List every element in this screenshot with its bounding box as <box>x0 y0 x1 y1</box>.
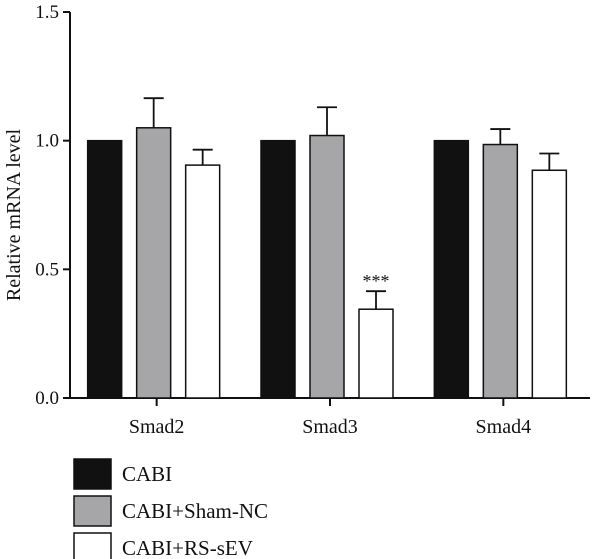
x-tick-label: Smad3 <box>302 416 358 438</box>
bar-cabi-rs-sev-smad4 <box>531 169 568 399</box>
legend-swatch-cabi <box>73 458 112 490</box>
significance-annotation: *** <box>363 271 390 291</box>
legend-swatch-cabi-rs-sev <box>73 532 112 559</box>
bar-cabi-sham-nc-smad2 <box>135 127 172 399</box>
legend-swatch-cabi-sham-nc <box>73 495 112 527</box>
bar-cabi-rs-sev-smad2 <box>184 164 221 399</box>
y-tick-label: 1.0 <box>35 131 59 152</box>
bar-cabi-smad3 <box>260 139 296 399</box>
bar-cabi-smad2 <box>86 139 123 399</box>
legend-label: CABI+RS-sEV <box>122 536 253 559</box>
bar-cabi-sham-nc-smad3 <box>309 134 345 399</box>
y-tick-label: 1.5 <box>35 2 59 23</box>
legend-label: CABI+Sham-NC <box>122 499 268 523</box>
x-tick-label: Smad4 <box>476 416 532 438</box>
bar-cabi-rs-sev-smad3 <box>358 308 394 399</box>
y-tick-label: 0.5 <box>35 259 59 280</box>
legend-label: CABI <box>122 462 172 486</box>
chart-bars <box>86 97 568 399</box>
chart-legend: CABI CABI+Sham-NC CABI+RS-sEV <box>73 458 268 559</box>
chart-labels: 0.0 0.5 1.0 1.5 Relative mRNA level Smad2 Smad… <box>3 2 531 438</box>
bar-cabi-smad4 <box>433 139 470 399</box>
y-tick-label: 0.0 <box>35 388 59 409</box>
y-axis-title: Relative mRNA level <box>3 128 25 301</box>
bar-cabi-sham-nc-smad4 <box>482 143 519 399</box>
x-tick-label: Smad2 <box>129 416 185 438</box>
